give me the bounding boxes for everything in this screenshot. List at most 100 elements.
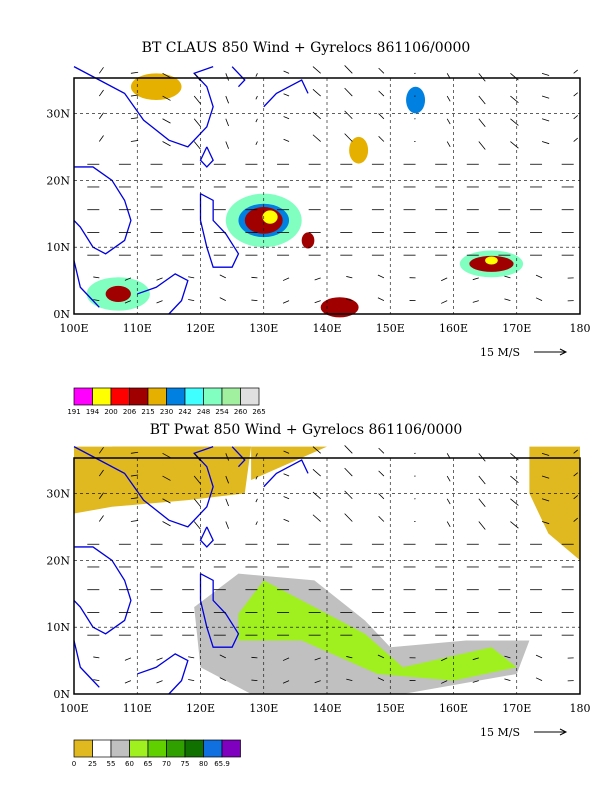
wind-arrow (98, 89, 104, 97)
wind-arrow (255, 498, 258, 503)
colorbar-swatch (221, 739, 241, 758)
colorbar-swatch (92, 387, 112, 406)
wind-arrow (573, 517, 578, 522)
wind-arrow (541, 452, 550, 456)
pwat-shade-5 (238, 580, 517, 681)
wind-arrow (283, 93, 290, 97)
map-frame (73, 457, 581, 695)
wind-arrow (446, 141, 451, 148)
wind-arrow (535, 677, 543, 681)
x-tick-label: 150E (376, 702, 405, 715)
wind-arrow (162, 498, 171, 504)
wind-arrow (504, 275, 511, 279)
wind-scale-label: 15 M/S (480, 346, 520, 359)
wind-arrow (510, 95, 519, 104)
wind-arrow (314, 300, 321, 304)
wind-arrow (98, 469, 104, 477)
x-tick-label: 150E (376, 322, 405, 335)
wind-arrow (344, 513, 353, 522)
wind-arrow (193, 141, 201, 150)
colorbar-label: 75 (181, 760, 190, 768)
wind-arrow (193, 498, 201, 507)
coastline-5 (199, 146, 214, 168)
wind-arrow (124, 277, 132, 281)
wind-arrow (188, 299, 195, 302)
wind-arrow (130, 451, 139, 454)
bottom-map-title: BT Pwat 850 Wind + Gyrelocs 861106/0000 (149, 422, 463, 438)
wind-arrow (162, 72, 171, 79)
colorbar-swatch (73, 387, 93, 406)
wind-arrow (255, 521, 258, 525)
coastline-7 (231, 66, 246, 88)
coastline-7 (231, 446, 246, 468)
colorbar-swatch (92, 739, 112, 758)
wind-arrow (251, 299, 258, 302)
coastline-0 (73, 446, 214, 528)
wind-arrow (478, 118, 486, 127)
wind-arrow (98, 135, 104, 142)
wind-arrow (312, 468, 321, 477)
wind-arrow (98, 492, 104, 500)
wind-arrow (573, 115, 578, 120)
pwat-shade-3 (529, 446, 580, 561)
y-tick-label: 0N (53, 308, 70, 321)
wind-arrow (98, 67, 104, 74)
wind-arrow (219, 297, 226, 301)
colorbar-label: 260 (234, 408, 247, 416)
wind-arrow (510, 521, 519, 529)
wind-arrow (344, 110, 353, 120)
wind-arrow (510, 453, 519, 461)
wind-arrow (344, 467, 353, 477)
colorbar-label: 242 (178, 408, 191, 416)
wind-arrow (225, 73, 229, 81)
wind-arrow (312, 66, 321, 74)
wind-arrow (225, 118, 229, 127)
wind-arrow (124, 680, 132, 684)
cloud-shade-3 (262, 210, 278, 224)
wind-arrow (377, 654, 385, 659)
y-tick-label: 20N (46, 174, 70, 187)
wind-arrow (255, 95, 258, 100)
cloud-shade-13 (406, 86, 426, 114)
wind-arrow (314, 657, 321, 661)
wind-arrow (130, 71, 139, 74)
wind-arrow (541, 118, 550, 122)
wind-arrow (446, 475, 451, 482)
wind-arrow (441, 300, 448, 304)
wind-arrow (193, 118, 201, 127)
y-tick-label: 10N (46, 621, 70, 634)
wind-arrow (98, 515, 104, 522)
wind-arrow (312, 88, 321, 97)
wind-arrow (98, 447, 104, 454)
wind-arrow (478, 95, 486, 105)
wind-arrow (255, 475, 258, 480)
colorbar-label: 60 (125, 760, 134, 768)
wind-arrow (472, 277, 479, 281)
wind-arrow (504, 678, 511, 682)
wind-arrow (162, 475, 171, 481)
wind-arrow (510, 475, 519, 484)
wind-arrow (535, 654, 543, 659)
wind-arrow (124, 657, 132, 661)
wind-arrow (346, 678, 353, 682)
wind-arrow (441, 680, 448, 684)
wind-arrow (162, 141, 171, 147)
colorbar-label: 25 (88, 760, 97, 768)
wind-arrow (282, 300, 290, 304)
wind-arrow (573, 92, 578, 97)
coastline-0 (73, 66, 214, 148)
wind-arrow (541, 72, 550, 76)
wind-arrow (225, 475, 229, 484)
wind-arrow (193, 453, 201, 462)
colorbar-swatch (110, 739, 130, 758)
wind-arrow (98, 112, 104, 120)
colorbar-swatch (73, 739, 93, 758)
x-tick-label: 110E (123, 702, 152, 715)
wind-arrow (156, 657, 163, 661)
wind-arrow (377, 677, 385, 681)
colorbar-swatch (184, 739, 204, 758)
cloud-shade-11 (349, 136, 369, 164)
coastline-3 (137, 273, 189, 315)
colorbar-label: 80 (199, 760, 208, 768)
coastline-2 (73, 640, 100, 688)
